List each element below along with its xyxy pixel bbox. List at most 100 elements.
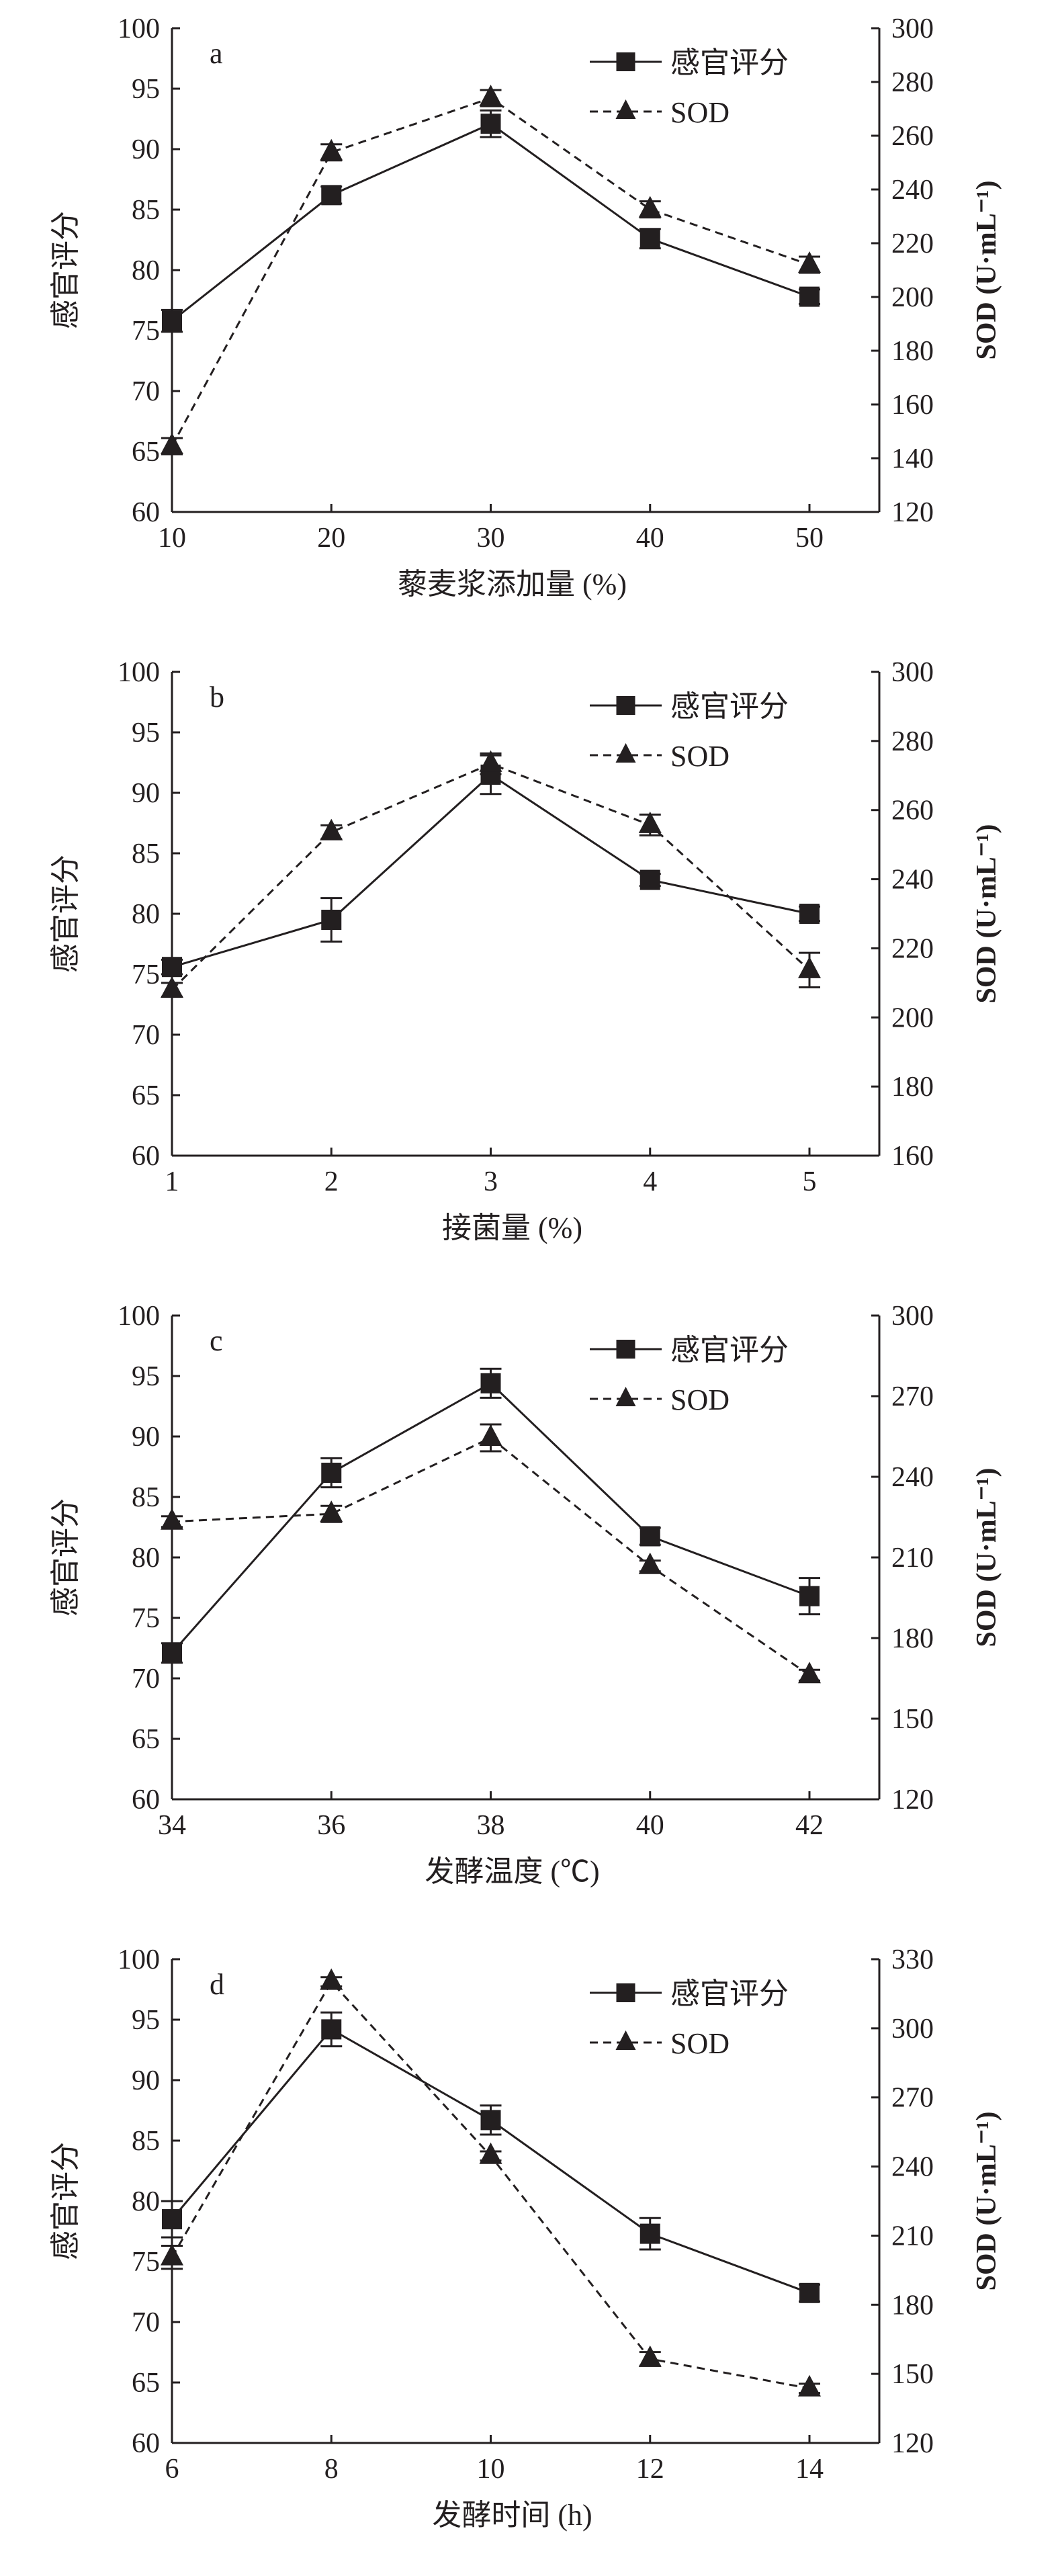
panel-label: c <box>210 1324 223 1357</box>
x-tick-label: 34 <box>158 1810 186 1841</box>
right-y-tick-label: 260 <box>891 796 934 826</box>
legend-label: SOD <box>670 1383 730 1416</box>
data-point-triangle <box>161 433 183 454</box>
right-y-tick-label: 210 <box>891 1543 934 1574</box>
left-y-tick-label: 60 <box>132 1141 160 1172</box>
series-line-sod <box>171 97 810 447</box>
right-y-tick-label: 300 <box>891 2014 934 2045</box>
x-tick-label: 10 <box>158 523 186 554</box>
data-point-triangle <box>798 2374 821 2397</box>
data-point-square <box>640 1526 660 1547</box>
left-y-tick-label: 70 <box>132 1020 160 1051</box>
right-y-axis-label: SOD (U·mL⁻¹) <box>971 181 1002 360</box>
right-y-tick-label: 270 <box>891 2083 934 2114</box>
legend-label: 感官评分 <box>670 1334 789 1367</box>
x-tick-label: 36 <box>317 1810 345 1841</box>
left-y-tick-label: 60 <box>132 1785 160 1815</box>
right-y-tick-label: 330 <box>891 1944 934 1975</box>
data-point-square <box>162 957 182 978</box>
left-y-tick-label: 85 <box>132 195 160 226</box>
left-y-tick-label: 95 <box>132 1361 160 1392</box>
x-tick-label: 40 <box>636 523 664 554</box>
x-tick-label: 10 <box>477 2454 505 2485</box>
right-y-tick-label: 280 <box>891 726 934 757</box>
data-point-triangle <box>320 138 343 161</box>
data-point-triangle <box>638 1552 662 1574</box>
x-tick-label: 38 <box>477 1810 505 1841</box>
left-y-axis-label: 感官评分 <box>49 855 82 973</box>
x-tick-label: 5 <box>803 1166 817 1197</box>
right-y-tick-label: 180 <box>891 2290 934 2321</box>
right-y-tick-label: 180 <box>891 1623 934 1654</box>
x-tick-label: 20 <box>317 523 345 554</box>
x-tick-label: 14 <box>795 2454 824 2485</box>
x-tick-label: 4 <box>643 1166 657 1197</box>
data-point-triangle <box>320 818 343 841</box>
x-tick-label: 3 <box>484 1166 498 1197</box>
right-y-tick-label: 240 <box>891 175 934 206</box>
right-y-tick-label: 300 <box>891 657 934 688</box>
right-y-tick-label: 120 <box>891 497 934 528</box>
data-point-square <box>321 2019 342 2040</box>
series-line-sensory <box>171 122 810 322</box>
left-y-tick-label: 95 <box>132 74 160 105</box>
x-axis-label: 接菌量 (%) <box>442 1211 582 1244</box>
right-y-axis-label: SOD (U·mL⁻¹) <box>971 2112 1002 2291</box>
chart-panel-d: 60 65 70 75 80 85 90 95 100 120 150 180 210 240 270 300… <box>49 1944 1002 2532</box>
left-y-tick-label: 70 <box>132 2307 160 2338</box>
data-point-triangle <box>798 956 821 978</box>
left-y-axis-label: 感官评分 <box>49 1498 82 1617</box>
left-y-tick-label: 90 <box>132 778 160 809</box>
data-point-triangle <box>638 196 662 218</box>
right-y-axis-label: SOD (U·mL⁻¹) <box>971 824 1002 1004</box>
right-y-tick-label: 300 <box>891 1301 934 1332</box>
data-point-square <box>640 869 660 890</box>
right-y-tick-label: 210 <box>891 2221 934 2251</box>
data-point-square <box>480 1373 501 1393</box>
right-y-tick-label: 140 <box>891 443 934 474</box>
data-point-triangle <box>479 85 502 106</box>
left-y-tick-label: 90 <box>132 1422 160 1453</box>
data-point-triangle <box>320 1968 343 1990</box>
left-y-tick-label: 80 <box>132 1543 160 1574</box>
legend-label: SOD <box>670 96 730 129</box>
left-y-tick-label: 100 <box>118 13 160 44</box>
left-y-tick-label: 90 <box>132 134 160 165</box>
x-axis-label: 发酵时间 (h) <box>432 2499 592 2532</box>
data-point-square <box>480 2110 501 2131</box>
legend-square-icon <box>616 1983 635 2002</box>
chart-panel-c: 60 65 70 75 80 85 90 95 100 120 150 180 210 240 270 300… <box>49 1301 1002 1888</box>
data-point-triangle <box>161 976 183 998</box>
legend-label: SOD <box>670 740 730 773</box>
right-y-tick-label: 270 <box>891 1381 934 1412</box>
left-y-tick-label: 70 <box>132 1664 160 1694</box>
legend-triangle-icon <box>615 1387 636 1406</box>
left-y-tick-label: 65 <box>132 1724 160 1755</box>
chart-panel-a: 60 65 70 75 80 85 90 95 100 120 140 160 180 200 220 240… <box>49 13 1002 601</box>
left-y-tick-label: 90 <box>132 2065 160 2096</box>
left-y-tick-label: 75 <box>132 1603 160 1634</box>
panel-label: d <box>210 1968 224 2001</box>
x-tick-label: 6 <box>165 2454 179 2485</box>
right-y-tick-label: 260 <box>891 121 934 152</box>
x-tick-label: 8 <box>324 2454 339 2485</box>
legend-triangle-icon <box>615 2030 636 2050</box>
data-point-square <box>799 904 820 924</box>
left-y-axis-label: 感官评分 <box>49 211 82 329</box>
x-tick-label: 30 <box>477 523 505 554</box>
x-axis-label: 藜麦浆添加量 (%) <box>398 568 627 601</box>
left-y-tick-label: 60 <box>132 2428 160 2459</box>
right-y-tick-label: 120 <box>891 1785 934 1815</box>
left-y-tick-label: 70 <box>132 376 160 407</box>
panel-label: a <box>210 37 223 70</box>
legend-label: 感官评分 <box>670 690 789 723</box>
left-y-tick-label: 60 <box>132 497 160 528</box>
right-y-tick-label: 180 <box>891 1072 934 1103</box>
left-y-tick-label: 100 <box>118 657 160 688</box>
left-y-tick-label: 65 <box>132 1080 160 1111</box>
right-y-tick-label: 240 <box>891 1462 934 1493</box>
chart-panel-b: 60 65 70 75 80 85 90 95 100 160 180 200 220 240 260 280… <box>49 657 1002 1244</box>
data-point-triangle <box>798 251 821 273</box>
data-point-square <box>799 2282 820 2303</box>
data-point-triangle <box>479 750 502 772</box>
